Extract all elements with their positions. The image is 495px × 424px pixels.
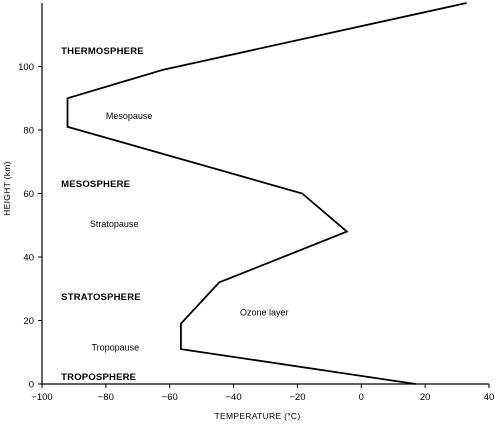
x-tick-label: 40 bbox=[484, 392, 495, 403]
y-tick-label: 80 bbox=[23, 126, 34, 137]
x-axis-title: TEMPERATURE (°C) bbox=[215, 411, 301, 421]
annotation-label: Mesopause bbox=[106, 111, 153, 121]
atmosphere-layer-labels: THERMOSPHERE MESOSPHERE STRATOSPHERE TROPOS… bbox=[61, 46, 144, 383]
y-tick-label: 100 bbox=[18, 62, 34, 73]
layer-label: THERMOSPHERE bbox=[61, 46, 144, 57]
x-tick-label: −20 bbox=[289, 392, 305, 403]
annotation-label: Ozone layer bbox=[240, 308, 289, 318]
y-tick-label: 60 bbox=[23, 189, 34, 200]
temperature-profile bbox=[66, 2, 467, 385]
y-tick-label: 0 bbox=[29, 380, 34, 391]
annotation-label: Tropopause bbox=[91, 343, 139, 353]
temperature-profile-line bbox=[66, 2, 467, 385]
y-tick-label: 20 bbox=[23, 316, 34, 327]
x-tick-label: −100 bbox=[31, 392, 52, 403]
x-tick-label: −40 bbox=[226, 392, 242, 403]
layer-label: STRATOSPHERE bbox=[61, 292, 141, 303]
annotations: Mesopause Stratopause Ozone layer Tropopaus… bbox=[90, 111, 289, 353]
axes bbox=[41, 3, 489, 385]
x-tick-label: 20 bbox=[420, 392, 431, 403]
layer-label: TROPOSPHERE bbox=[61, 372, 136, 383]
x-tick-label: −80 bbox=[98, 392, 114, 403]
y-axis-title: HEIGHT (km) bbox=[2, 161, 12, 216]
y-tick-label: 40 bbox=[23, 253, 34, 264]
x-tick-label: −60 bbox=[162, 392, 178, 403]
x-tick-label: 0 bbox=[359, 392, 364, 403]
layer-label: MESOSPHERE bbox=[61, 179, 130, 190]
y-ticks: 0 20 40 60 80 100 bbox=[18, 62, 42, 391]
x-ticks: −100 −80 −60 −40 −20 0 20 40 bbox=[31, 384, 494, 403]
annotation-label: Stratopause bbox=[90, 219, 139, 229]
